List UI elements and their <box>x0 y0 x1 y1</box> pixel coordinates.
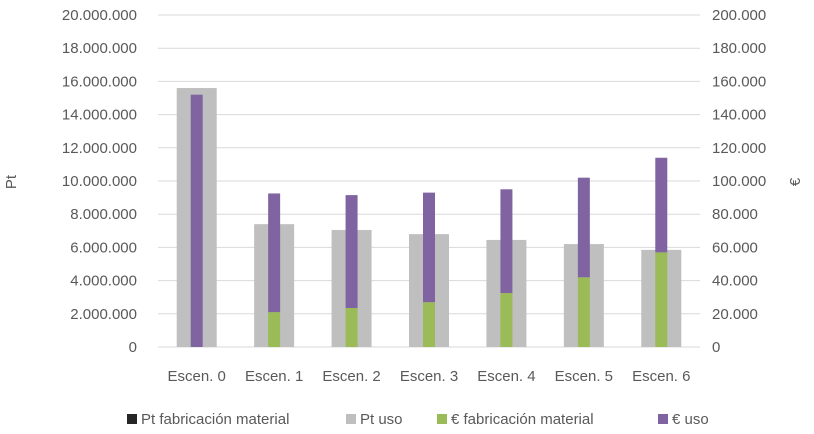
y2-tick-label: 80.000 <box>712 206 758 223</box>
y-tick-label: 16.000.000 <box>62 73 137 90</box>
y2-tick-label: 160.000 <box>712 73 766 90</box>
bars <box>176 88 682 348</box>
legend-label: Pt fabricación material <box>141 411 289 428</box>
legend-label: € fabricación material <box>451 411 594 428</box>
legend: Pt fabricación material Pt uso € fabricaci… <box>127 411 709 428</box>
legend-label: Pt uso <box>360 411 403 428</box>
y2-tick-label: 40.000 <box>712 273 758 290</box>
y2-tick-label: 120.000 <box>712 140 766 157</box>
bar--fabricaci-n-material <box>423 302 435 347</box>
y-tick-label: 10.000.000 <box>62 173 137 190</box>
y-tick-label: 20.000.000 <box>62 7 137 24</box>
bar--fabricaci-n-material <box>268 312 281 347</box>
y-tick-label: 14.000.000 <box>62 107 137 124</box>
x-tick-label: Escen. 5 <box>555 368 613 385</box>
y2-tick-label: 60.000 <box>712 239 758 256</box>
y2-axis-ticks: 0 20.000 40.000 60.000 80.000 100.000 120.000 1… <box>712 7 766 356</box>
x-axis-ticks: Escen. 0 Escen. 1 Escen. 2 Escen. 3 Escen. 4… <box>168 368 691 385</box>
y2-tick-label: 0 <box>712 339 720 356</box>
bar--uso <box>500 189 513 294</box>
y-tick-label: 0 <box>129 339 137 356</box>
x-tick-label: Escen. 3 <box>400 368 458 385</box>
y-tick-label: 6.000.000 <box>70 239 137 256</box>
y-tick-label: 4.000.000 <box>70 273 137 290</box>
legend-swatch <box>127 414 137 424</box>
bar--uso <box>423 192 435 303</box>
y-tick-label: 18.000.000 <box>62 40 137 57</box>
bar--fabricaci-n-material <box>345 307 358 347</box>
x-tick-label: Escen. 2 <box>322 368 380 385</box>
bar--uso <box>577 177 590 278</box>
x-tick-label: Escen. 1 <box>245 368 303 385</box>
y-axis-ticks: 0 2.000.000 4.000.000 6.000.000 8.000.000 10.… <box>62 7 137 356</box>
legend-swatch <box>437 414 447 424</box>
bar--uso <box>345 195 358 308</box>
bar--uso <box>268 193 281 313</box>
y2-tick-label: 140.000 <box>712 107 766 124</box>
y2-tick-label: 180.000 <box>712 40 766 57</box>
bar--uso <box>655 157 668 253</box>
bar--fabricaci-n-material <box>500 293 513 347</box>
y-tick-label: 12.000.000 <box>62 140 137 157</box>
bar--uso <box>190 94 203 348</box>
legend-label: € uso <box>672 411 709 428</box>
y2-tick-label: 100.000 <box>712 173 766 190</box>
legend-swatch <box>346 414 356 424</box>
y2-tick-label: 200.000 <box>712 7 766 24</box>
y-axis-title: Pt <box>3 174 20 189</box>
bar--fabricaci-n-material <box>655 252 668 347</box>
x-tick-label: Escen. 4 <box>477 368 535 385</box>
bar--fabricaci-n-material <box>577 277 590 347</box>
y2-tick-label: 20.000 <box>712 306 758 323</box>
x-tick-label: Escen. 6 <box>632 368 690 385</box>
y-tick-label: 8.000.000 <box>70 206 137 223</box>
y2-axis-title: € <box>787 177 804 186</box>
legend-swatch <box>658 414 668 424</box>
y-tick-label: 2.000.000 <box>70 306 137 323</box>
x-tick-label: Escen. 0 <box>168 368 226 385</box>
